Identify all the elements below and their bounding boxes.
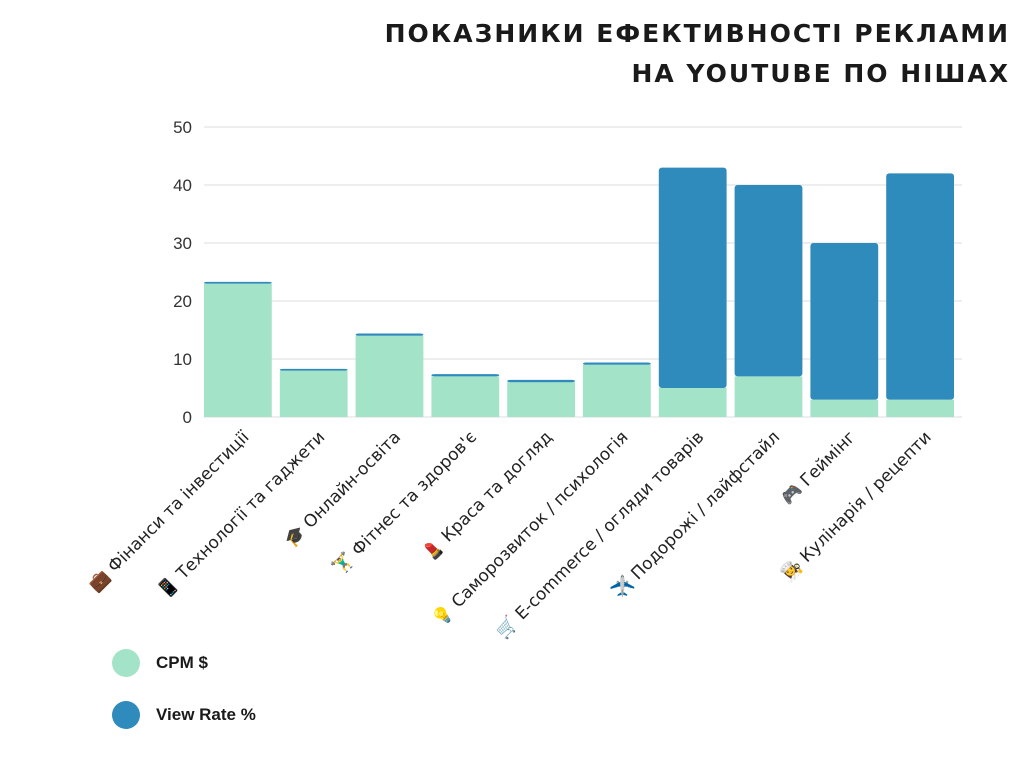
y-tick-label-30: 30 [173,234,192,253]
bar-cpm-9 [886,399,954,417]
y-tick-label-20: 20 [173,292,192,311]
bar-cpm-4 [507,382,575,417]
bar-cpm-7 [734,376,803,417]
bar-cpm-3 [431,376,500,417]
bar-view-rate-1 [279,368,348,371]
legend-item-cpm: CPM $ [112,649,256,677]
bar-view-rate-2 [355,333,424,336]
x-tick-label-0: 💼 Фінанси та інвестиції [85,427,253,595]
y-tick-label-40: 40 [173,176,192,195]
bar-cpm-5 [583,364,651,417]
bar-view-rate-4 [507,379,575,383]
bar-view-rate-6 [658,167,727,388]
y-tick-label-10: 10 [173,350,192,369]
bar-cpm-2 [355,335,424,417]
chart-title-line-2: НА YOUTUBE ПО НІШАХ [631,59,1010,88]
legend-label-cpm: CPM $ [156,653,208,672]
chart-title-line-1: ПОКАЗНИКИ ЕФЕКТИВНОСТІ РЕКЛАМИ [384,19,1010,48]
bar-cpm-8 [810,399,879,417]
y-tick-label-0: 0 [183,408,192,427]
bar-view-rate-7 [734,185,803,377]
x-tick-label-4: 💄 Краса та догляд [418,427,556,565]
legend-swatch-cpm [112,649,140,677]
legend-label-view-rate: View Rate % [156,705,256,724]
bar-view-rate-8 [810,243,879,400]
legend-item-view-rate: View Rate % [112,701,256,729]
chart-title: ПОКАЗНИКИ ЕФЕКТИВНОСТІ РЕКЛАМИ НА YOUTUB… [385,14,1010,94]
legend-swatch-view-rate [112,701,140,729]
x-tick-label-9: 👩‍🍳 Кулінарія / рецепти [777,427,936,586]
bar-cpm-6 [658,388,727,417]
x-tick-label-8: 🎮 Геймінг [778,427,860,509]
legend: CPM $ View Rate % [112,649,256,754]
x-tick-label-3: 🏋️‍♂️ Фітнес та здоров'є [329,427,481,579]
bar-view-rate-5 [583,362,651,365]
bar-view-rate-0 [204,281,272,284]
bar-cpm-0 [204,283,272,417]
bar-view-rate-3 [431,374,500,377]
y-tick-label-50: 50 [173,118,192,137]
bar-view-rate-9 [886,173,954,400]
bar-cpm-1 [279,370,348,417]
